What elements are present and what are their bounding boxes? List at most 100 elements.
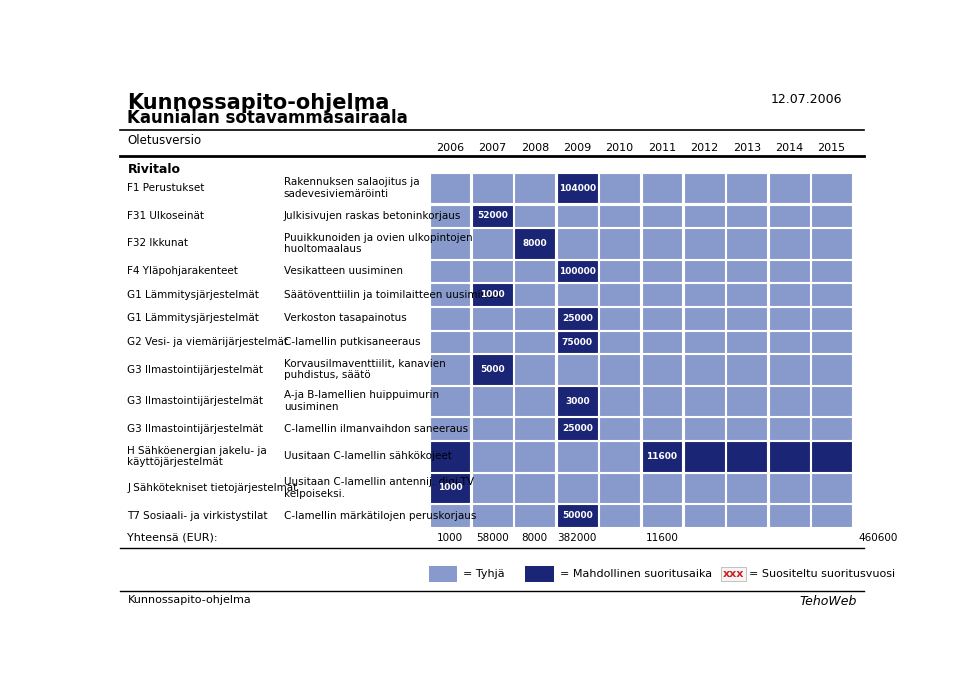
Bar <box>769 260 809 282</box>
Bar <box>727 331 767 353</box>
Text: 2012: 2012 <box>690 143 718 153</box>
Bar <box>429 354 470 385</box>
Bar <box>515 473 555 503</box>
Bar <box>641 204 683 227</box>
Bar <box>641 283 683 306</box>
Text: 382000: 382000 <box>558 532 597 543</box>
Bar <box>684 504 725 527</box>
Bar <box>557 418 598 440</box>
Bar <box>557 386 598 416</box>
Bar <box>769 386 809 416</box>
Bar <box>515 386 555 416</box>
Text: F4 Yläpohjarakenteet: F4 Yläpohjarakenteet <box>128 266 238 276</box>
Bar <box>727 354 767 385</box>
Bar <box>557 504 598 527</box>
Text: Kaunialan sotavammasairaala: Kaunialan sotavammasairaala <box>128 109 408 127</box>
Bar <box>599 386 640 416</box>
Text: H Sähköenergian jakelu- ja
käyttöjärjestelmät: H Sähköenergian jakelu- ja käyttöjärjest… <box>128 445 267 467</box>
Bar <box>557 331 598 353</box>
Bar <box>811 354 852 385</box>
Bar <box>429 418 470 440</box>
Text: 1000: 1000 <box>437 532 463 543</box>
Text: 25000: 25000 <box>562 314 592 323</box>
Bar <box>557 204 598 227</box>
Text: xxx: xxx <box>723 569 744 579</box>
Bar <box>599 441 640 472</box>
Bar <box>811 441 852 472</box>
Bar <box>557 283 598 306</box>
Bar <box>684 228 725 259</box>
Bar <box>429 331 470 353</box>
Bar <box>515 418 555 440</box>
Text: Uusitaan C-lamellin sähkökojeet: Uusitaan C-lamellin sähkökojeet <box>284 452 451 461</box>
Bar <box>515 504 555 527</box>
Text: 2008: 2008 <box>520 143 549 153</box>
Text: 25000: 25000 <box>562 424 592 433</box>
Bar <box>727 473 767 503</box>
Bar <box>515 228 555 259</box>
Bar <box>557 173 598 204</box>
Text: Puuikkunoiden ja ovien ulkopintojen
huoltomaalaus: Puuikkunoiden ja ovien ulkopintojen huol… <box>284 233 472 254</box>
Bar <box>515 354 555 385</box>
Bar <box>769 418 809 440</box>
Bar <box>557 228 598 259</box>
Text: 104000: 104000 <box>559 184 596 193</box>
Bar <box>599 283 640 306</box>
Bar <box>472 283 513 306</box>
Bar <box>641 354 683 385</box>
Bar <box>684 204 725 227</box>
Text: 52000: 52000 <box>477 211 508 220</box>
Bar <box>684 473 725 503</box>
Bar <box>769 204 809 227</box>
Text: 1000: 1000 <box>438 483 463 492</box>
Text: C-lamellin märkätilojen peruskorjaus: C-lamellin märkätilojen peruskorjaus <box>284 511 476 521</box>
Bar <box>557 473 598 503</box>
Bar <box>641 504 683 527</box>
Text: T7 Sosiaali- ja virkistystilat: T7 Sosiaali- ja virkistystilat <box>128 511 268 521</box>
Bar <box>811 331 852 353</box>
Bar <box>557 260 598 282</box>
Bar <box>769 331 809 353</box>
Text: Julkisivujen raskas betoninkorjaus: Julkisivujen raskas betoninkorjaus <box>284 210 461 221</box>
Text: = Mahdollinen suoritusaika: = Mahdollinen suoritusaika <box>560 569 711 579</box>
Bar <box>684 441 725 472</box>
Bar <box>811 307 852 330</box>
Bar <box>472 204 513 227</box>
Bar <box>769 228 809 259</box>
Text: 50000: 50000 <box>562 511 592 520</box>
Text: 8000: 8000 <box>522 239 547 248</box>
Text: Säätöventtiilin ja toimilaitteen uusiminen: Säätöventtiilin ja toimilaitteen uusimin… <box>284 290 500 299</box>
Bar <box>429 204 470 227</box>
Text: Rivitalo: Rivitalo <box>128 162 180 175</box>
Text: Rakennuksen salaojitus ja
sadevesiviemäröinti: Rakennuksen salaojitus ja sadevesiviemär… <box>284 177 420 199</box>
Bar <box>429 307 470 330</box>
Bar <box>515 204 555 227</box>
Text: G3 Ilmastointijärjestelmät: G3 Ilmastointijärjestelmät <box>128 365 263 375</box>
Text: 2007: 2007 <box>478 143 507 153</box>
Bar <box>727 307 767 330</box>
Bar <box>557 441 598 472</box>
Bar <box>641 473 683 503</box>
Bar <box>557 307 598 330</box>
Bar <box>429 173 470 204</box>
Bar <box>811 283 852 306</box>
Text: G1 Lämmitysjärjestelmät: G1 Lämmitysjärjestelmät <box>128 290 259 299</box>
Text: 11600: 11600 <box>645 532 679 543</box>
Text: 11600: 11600 <box>646 452 678 461</box>
Bar <box>727 204 767 227</box>
Text: 75000: 75000 <box>562 337 592 346</box>
Text: Uusitaan C-lamellin antennij. digi-TV
kelpoiseksi.: Uusitaan C-lamellin antennij. digi-TV ke… <box>284 477 473 498</box>
Bar <box>727 504 767 527</box>
Bar <box>557 354 598 385</box>
Text: 460600: 460600 <box>859 532 899 543</box>
Text: 58000: 58000 <box>476 532 509 543</box>
Text: A-ja B-lamellien huippuimurin
uusiminen: A-ja B-lamellien huippuimurin uusiminen <box>284 390 439 412</box>
Text: F32 Ikkunat: F32 Ikkunat <box>128 238 188 249</box>
Bar <box>429 473 470 503</box>
Bar <box>811 473 852 503</box>
Bar <box>515 283 555 306</box>
Bar <box>599 173 640 204</box>
Bar <box>684 260 725 282</box>
Bar <box>641 386 683 416</box>
Text: 8000: 8000 <box>521 532 548 543</box>
